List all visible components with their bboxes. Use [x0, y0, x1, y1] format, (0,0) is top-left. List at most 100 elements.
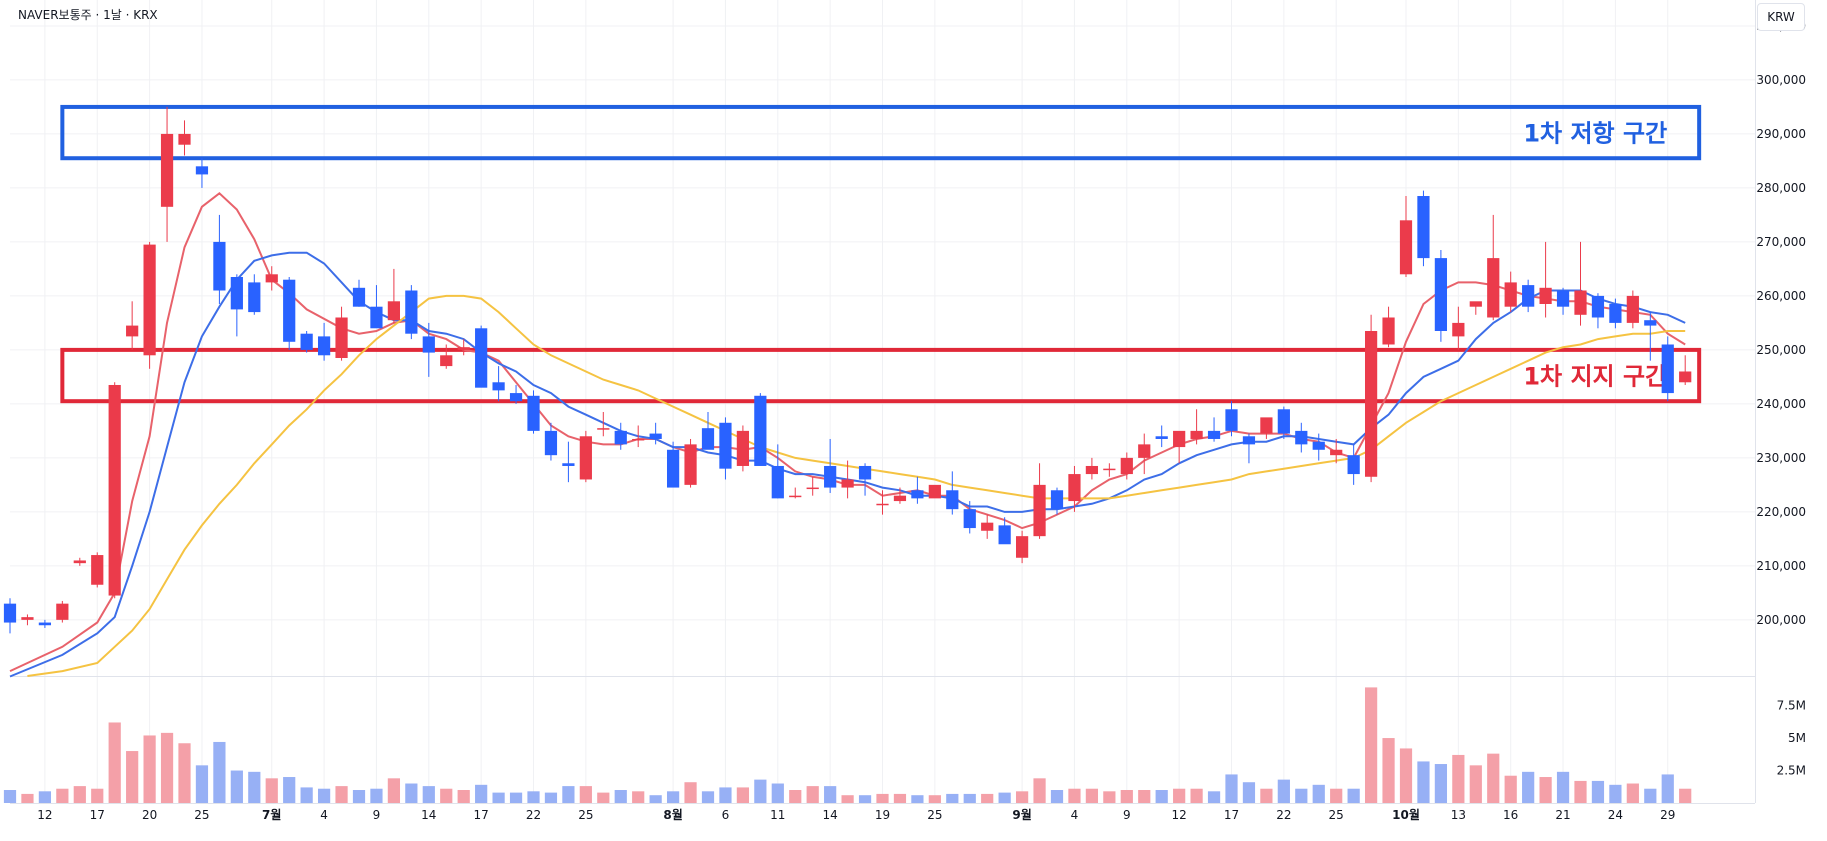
- time-tick-label: 20: [142, 808, 157, 822]
- volume-bar: [824, 786, 837, 803]
- candle-body: [981, 522, 994, 531]
- volume-bar: [527, 791, 540, 803]
- candle-body: [1015, 536, 1029, 558]
- candle-body: [1068, 474, 1081, 502]
- volume-bar: [1469, 765, 1482, 803]
- time-tick-label: 25: [578, 808, 593, 822]
- volume-bar: [632, 791, 645, 803]
- candle: [1103, 463, 1116, 477]
- candle-body: [387, 301, 401, 321]
- candle-body: [684, 444, 697, 485]
- candle-body: [1295, 430, 1308, 445]
- volume-bar: [265, 778, 278, 803]
- candle: [1626, 290, 1639, 329]
- candle: [562, 441, 575, 483]
- zone-box: [60, 347, 1702, 404]
- support-zone: 1차 지지 구간: [60, 347, 1702, 404]
- volume-bar: [963, 793, 976, 803]
- volume-bar: [649, 795, 662, 803]
- volume-bar: [1312, 784, 1325, 803]
- time-tick-label: 11: [770, 808, 785, 822]
- volume-bar: [248, 771, 261, 803]
- candle: [1382, 306, 1395, 348]
- candle: [1033, 463, 1046, 539]
- candle: [614, 422, 627, 450]
- candle: [684, 438, 697, 488]
- volume-bar: [1085, 788, 1099, 803]
- candle-body: [1050, 490, 1064, 510]
- volume-bar: [736, 787, 750, 803]
- volume-bar: [666, 791, 680, 803]
- volume-bar: [160, 732, 174, 803]
- candle-body: [701, 428, 715, 450]
- volume-bar: [1190, 788, 1203, 803]
- candle: [160, 106, 174, 242]
- candle-body: [1330, 449, 1343, 456]
- candle-body: [1260, 417, 1273, 434]
- volume-bar: [597, 792, 610, 803]
- volume-bar: [108, 722, 121, 803]
- time-tick-label: 19: [875, 808, 890, 822]
- candle-body: [56, 603, 69, 620]
- candle: [527, 390, 540, 434]
- candle: [178, 120, 191, 156]
- volume-bar: [719, 787, 732, 803]
- volume-bar: [1225, 774, 1238, 803]
- volume-bar: [1504, 775, 1517, 803]
- candle: [544, 422, 558, 461]
- candle: [335, 306, 348, 361]
- candle: [126, 301, 139, 350]
- candle: [928, 484, 941, 499]
- volume-bar: [562, 786, 575, 803]
- volume-bar: [3, 790, 17, 803]
- candle-body: [160, 133, 174, 207]
- candle-body: [457, 347, 470, 350]
- volume-bar: [684, 782, 697, 803]
- volume-bar: [73, 786, 86, 803]
- candle-body: [178, 133, 191, 145]
- time-tick-label: 25: [927, 808, 942, 822]
- price-tick-label: 220,000: [1756, 505, 1806, 519]
- candle: [1661, 336, 1674, 402]
- volume-bar: [1574, 780, 1587, 803]
- volume-bar: [21, 793, 34, 803]
- price-tick-label: 280,000: [1756, 181, 1806, 195]
- volume-bar: [789, 790, 802, 803]
- time-tick-label: 21: [1555, 808, 1570, 822]
- candle-body: [300, 333, 313, 350]
- time-tick-label: 14: [421, 808, 436, 822]
- candle: [387, 268, 401, 323]
- candle-body: [1539, 287, 1552, 304]
- ma10-line: [9, 251, 1686, 678]
- currency-button[interactable]: KRW: [1757, 3, 1805, 31]
- candle-body: [1399, 220, 1413, 275]
- candle: [946, 471, 959, 515]
- candle-body: [1679, 371, 1692, 383]
- price-tick-label: 210,000: [1756, 559, 1806, 573]
- ma20-line: [27, 294, 1686, 677]
- candle-body: [1382, 317, 1395, 345]
- candle: [1015, 530, 1029, 564]
- candle-body: [928, 484, 941, 499]
- volume-bar: [370, 788, 383, 803]
- volume-bar: [1155, 790, 1168, 803]
- volume-bars: [3, 687, 1692, 803]
- time-tick-label: 4: [320, 808, 328, 822]
- candle: [3, 598, 17, 634]
- candle-body: [440, 355, 453, 367]
- volume-bar: [1277, 779, 1290, 803]
- time-tick-label: 12: [1172, 808, 1187, 822]
- time-tick-label: 29: [1660, 808, 1675, 822]
- candle-body: [544, 430, 558, 456]
- volume-bar: [1539, 777, 1552, 803]
- candle: [597, 411, 610, 437]
- volume-bar: [1068, 788, 1081, 803]
- volume-bar: [126, 751, 139, 803]
- candle-body: [841, 479, 854, 488]
- time-tick-label: 9: [1123, 808, 1131, 822]
- candle-body: [1173, 430, 1186, 448]
- candle-body: [283, 279, 296, 342]
- time-tick-label: 10월: [1392, 807, 1420, 822]
- time-tick-label: 9: [373, 808, 381, 822]
